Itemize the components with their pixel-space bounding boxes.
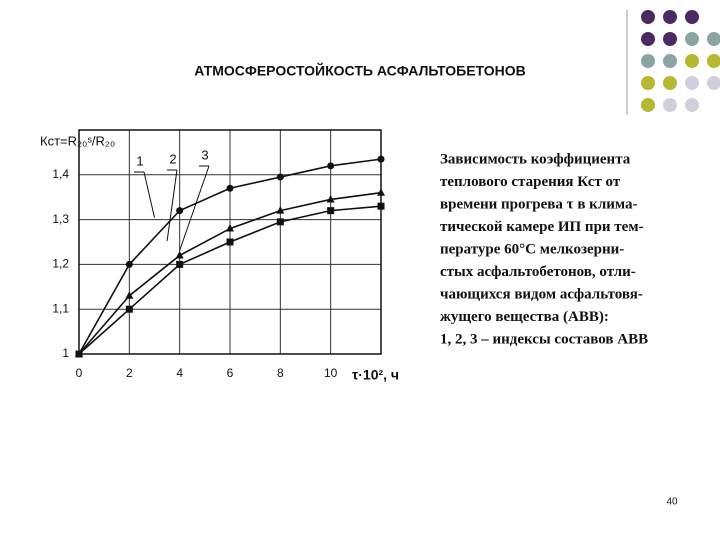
plot-frame (78, 129, 382, 355)
caption-line: Зависимость коэффициента (440, 151, 631, 167)
slide-title: АТМОСФЕРОСТОЙКОСТЬ АСФАЛЬТОБЕТОНОВ (194, 62, 526, 79)
marker (327, 162, 335, 170)
marker (176, 207, 184, 215)
marker (276, 173, 284, 181)
x-tick-label: 2 (126, 366, 133, 380)
page-number: 40 (666, 497, 678, 508)
caption-line: теплового старения Кст от (440, 174, 621, 190)
caption-line: жущего вещества (АВВ): (440, 309, 609, 325)
decor (626, 10, 720, 115)
marker (326, 194, 335, 203)
marker (276, 206, 285, 214)
caption-line: времени прогрева τ в клима- (440, 196, 637, 212)
x-tick-label: 4 (176, 366, 183, 380)
x-tick-label: 10 (324, 366, 338, 380)
marker (175, 250, 184, 259)
marker (75, 350, 83, 358)
legend-label: 1 (136, 153, 143, 168)
y-tick-label: 1,4 (52, 167, 69, 181)
caption-line: пературе 60°С мелкозерни- (440, 241, 624, 257)
marker (176, 260, 184, 268)
x-tick-label: 0 (76, 366, 83, 380)
y-tick-label: 1,1 (52, 301, 69, 315)
y-tick-label: 1,3 (52, 212, 69, 226)
caption-line: тической камере ИП при тем- (440, 219, 644, 235)
marker (377, 202, 385, 210)
leader-line (179, 165, 210, 251)
caption-line: стых асфальтобетонов, отли- (440, 264, 636, 280)
marker (226, 184, 234, 192)
y-tick-label: 1 (62, 346, 69, 360)
marker (327, 207, 335, 215)
legend-label: 3 (201, 147, 208, 162)
x-tick-label: 6 (227, 366, 234, 380)
legend-label: 2 (169, 151, 176, 166)
y-tick-label: 1,2 (52, 257, 69, 271)
leader-line (143, 171, 155, 218)
marker (125, 291, 134, 299)
x-tick-label: 8 (277, 366, 284, 380)
x-axis-label: τ·10², ч (352, 367, 399, 383)
marker (125, 305, 133, 313)
caption-line: чающихся видом асфальтовя- (440, 286, 643, 302)
caption-line: 1, 2, 3 – индексы составов АВВ (440, 331, 648, 347)
leader-line (166, 169, 178, 242)
marker (226, 238, 234, 246)
marker (226, 224, 234, 232)
y-axis-label: Кст=R₂₀ˢ/R₂₀ (40, 133, 115, 148)
marker (125, 260, 133, 268)
marker (377, 155, 385, 163)
marker (377, 188, 385, 196)
marker (276, 218, 284, 226)
